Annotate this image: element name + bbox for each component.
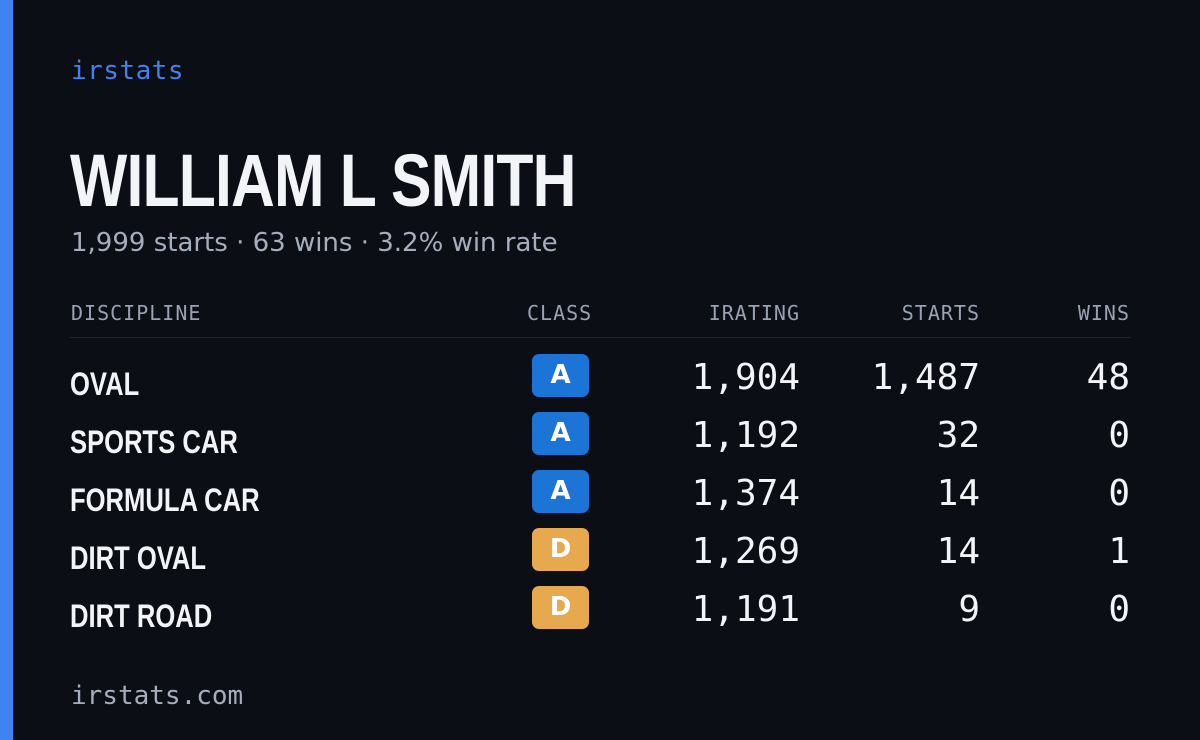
starts-value: 9 xyxy=(958,589,980,630)
career-summary: 1,999 starts · 63 wins · 3.2% win rate xyxy=(71,228,558,258)
wins-value: 0 xyxy=(1108,589,1130,630)
license-class-badge: A xyxy=(532,470,589,513)
header-discipline: DISCIPLINE xyxy=(71,301,202,325)
irating-value: 1,191 xyxy=(691,589,800,630)
wins-value: 0 xyxy=(1108,473,1130,514)
discipline-name: DIRT OVAL xyxy=(70,540,207,576)
license-class-badge: D xyxy=(532,528,589,571)
player-name: WILLIAM L SMITH xyxy=(70,139,576,222)
irating-value: 1,269 xyxy=(691,531,800,572)
wins-value: 48 xyxy=(1086,357,1130,398)
footer-url: irstats.com xyxy=(71,681,244,711)
discipline-table: OVAL A 1,904 1,487 48 SPORTS CAR A 1,192… xyxy=(70,354,1131,644)
starts-value: 32 xyxy=(936,415,980,456)
accent-bar xyxy=(0,0,13,740)
wins-value: 0 xyxy=(1108,415,1130,456)
starts-value: 14 xyxy=(936,473,980,514)
discipline-name: SPORTS CAR xyxy=(70,424,238,460)
starts-value: 1,487 xyxy=(871,357,980,398)
irating-value: 1,904 xyxy=(691,357,800,398)
header-class: CLASS xyxy=(527,301,593,325)
license-class-badge: A xyxy=(532,354,589,397)
discipline-name: DIRT ROAD xyxy=(70,598,213,634)
header-wins: WINS xyxy=(1077,301,1130,325)
discipline-name: OVAL xyxy=(70,366,140,402)
discipline-name: FORMULA CAR xyxy=(70,482,260,518)
irating-value: 1,374 xyxy=(691,473,800,514)
brand-logo: irstats xyxy=(71,56,185,86)
header-irating: IRATING xyxy=(708,301,800,325)
table-row: FORMULA CAR A 1,374 14 0 xyxy=(70,470,1131,528)
table-header: DISCIPLINE CLASS IRATING STARTS WINS xyxy=(70,300,1131,338)
license-class-badge: D xyxy=(532,586,589,629)
wins-value: 1 xyxy=(1108,531,1130,572)
table-row: DIRT ROAD D 1,191 9 0 xyxy=(70,586,1131,644)
table-row: OVAL A 1,904 1,487 48 xyxy=(70,354,1131,412)
table-row: SPORTS CAR A 1,192 32 0 xyxy=(70,412,1131,470)
table-row: DIRT OVAL D 1,269 14 1 xyxy=(70,528,1131,586)
license-class-badge: A xyxy=(532,412,589,455)
starts-value: 14 xyxy=(936,531,980,572)
header-starts: STARTS xyxy=(901,301,980,325)
irating-value: 1,192 xyxy=(691,415,800,456)
